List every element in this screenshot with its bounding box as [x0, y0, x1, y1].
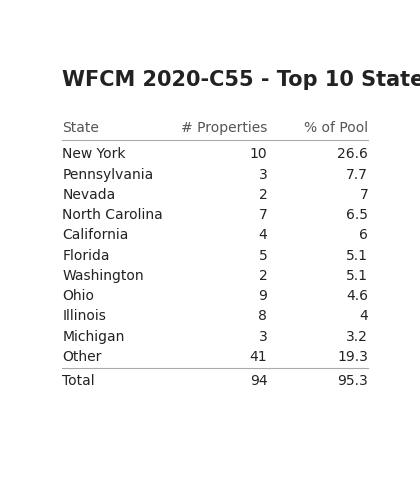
- Text: Michigan: Michigan: [62, 330, 125, 343]
- Text: 4.6: 4.6: [346, 289, 368, 303]
- Text: Illinois: Illinois: [62, 309, 106, 323]
- Text: # Properties: # Properties: [181, 121, 268, 135]
- Text: 7: 7: [259, 208, 268, 222]
- Text: 4: 4: [360, 309, 368, 323]
- Text: Washington: Washington: [62, 269, 144, 283]
- Text: 5: 5: [259, 248, 268, 262]
- Text: 7.7: 7.7: [346, 168, 368, 182]
- Text: Nevada: Nevada: [62, 188, 116, 202]
- Text: 3: 3: [259, 330, 268, 343]
- Text: 10: 10: [250, 148, 268, 161]
- Text: 3.2: 3.2: [346, 330, 368, 343]
- Text: 26.6: 26.6: [337, 148, 368, 161]
- Text: Other: Other: [62, 350, 102, 364]
- Text: 41: 41: [250, 350, 268, 364]
- Text: 7: 7: [360, 188, 368, 202]
- Text: 5.1: 5.1: [346, 248, 368, 262]
- Text: 5.1: 5.1: [346, 269, 368, 283]
- Text: Pennsylvania: Pennsylvania: [62, 168, 154, 182]
- Text: State: State: [62, 121, 99, 135]
- Text: California: California: [62, 228, 129, 243]
- Text: New York: New York: [62, 148, 126, 161]
- Text: 94: 94: [250, 374, 268, 388]
- Text: 2: 2: [259, 188, 268, 202]
- Text: 9: 9: [258, 289, 268, 303]
- Text: 4: 4: [259, 228, 268, 243]
- Text: 19.3: 19.3: [337, 350, 368, 364]
- Text: 95.3: 95.3: [338, 374, 368, 388]
- Text: 3: 3: [259, 168, 268, 182]
- Text: 8: 8: [258, 309, 268, 323]
- Text: 2: 2: [259, 269, 268, 283]
- Text: North Carolina: North Carolina: [62, 208, 163, 222]
- Text: Ohio: Ohio: [62, 289, 94, 303]
- Text: Florida: Florida: [62, 248, 110, 262]
- Text: WFCM 2020-C55 - Top 10 States: WFCM 2020-C55 - Top 10 States: [62, 70, 420, 90]
- Text: 6: 6: [360, 228, 368, 243]
- Text: 6.5: 6.5: [346, 208, 368, 222]
- Text: Total: Total: [62, 374, 95, 388]
- Text: % of Pool: % of Pool: [304, 121, 368, 135]
